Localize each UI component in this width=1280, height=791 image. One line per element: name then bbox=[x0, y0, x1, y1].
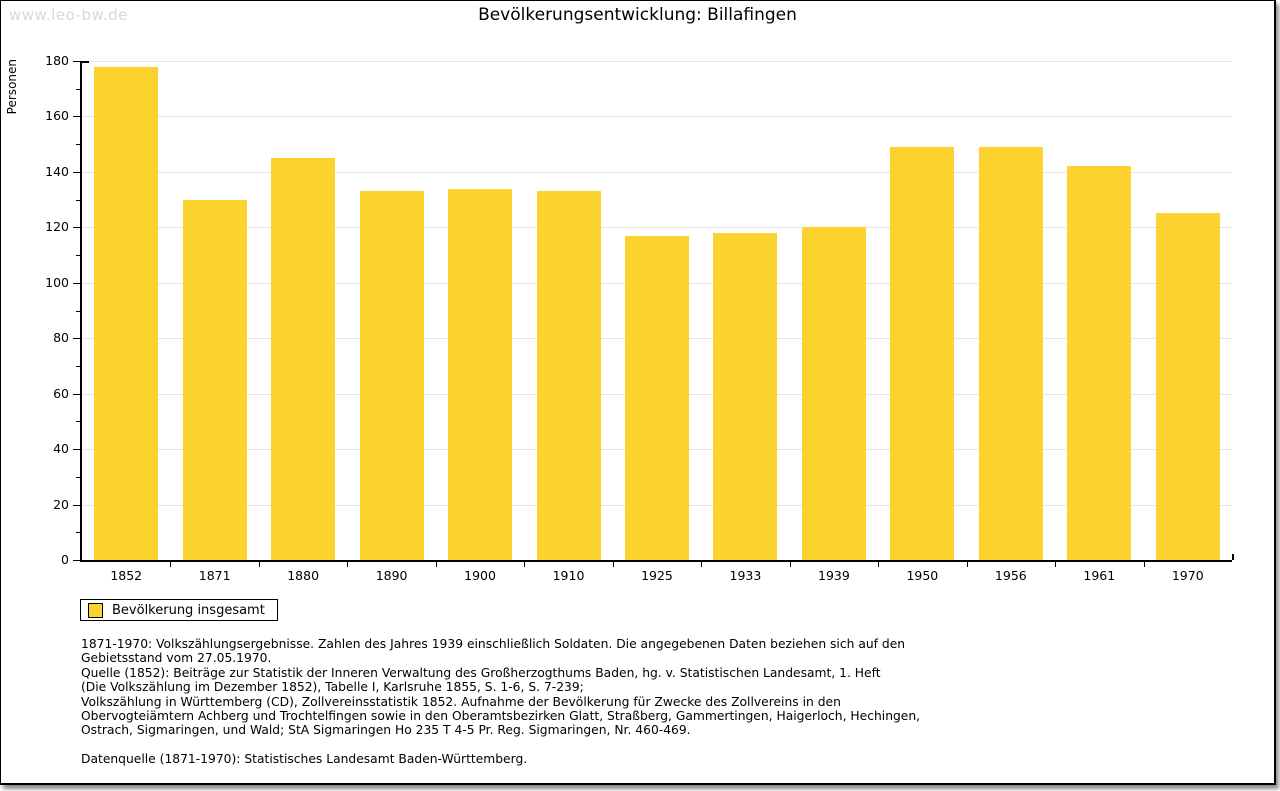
bar-1900 bbox=[448, 188, 513, 560]
data-source-line: Datenquelle (1871-1970): Statistisches L… bbox=[81, 752, 528, 767]
gridline-y-180 bbox=[82, 61, 1232, 62]
y-tick-label-140: 140 bbox=[45, 163, 69, 179]
y-tick-label-20: 20 bbox=[53, 496, 69, 512]
footnote-block: 1871-1970: Volkszählungsergebnisse. Zahl… bbox=[81, 637, 920, 767]
y-axis-line bbox=[80, 61, 82, 562]
y-tick-30 bbox=[76, 476, 80, 478]
x-tick-label-1852: 1852 bbox=[110, 568, 143, 583]
y-tick-120 bbox=[73, 227, 80, 229]
bar-1910 bbox=[536, 191, 601, 560]
x-tick-5 bbox=[524, 562, 526, 567]
x-tick-2 bbox=[258, 562, 260, 567]
legend-box: Bevölkerung insgesamt bbox=[80, 599, 278, 621]
x-axis-end-cap bbox=[1232, 554, 1234, 560]
x-tick-3 bbox=[347, 562, 349, 567]
bar-1925 bbox=[625, 235, 689, 560]
x-tick-label-1900: 1900 bbox=[464, 568, 496, 583]
x-tick-label-1871: 1871 bbox=[198, 568, 231, 583]
bar-1939 bbox=[801, 227, 866, 560]
y-tick-label-0: 0 bbox=[61, 552, 69, 567]
x-tick-1 bbox=[170, 562, 172, 567]
y-tick-label-80: 80 bbox=[53, 330, 69, 346]
bar-1933 bbox=[713, 232, 778, 560]
y-tick-110 bbox=[76, 255, 80, 257]
footnote-line-6: Obervogteiämtern Achberg und Trochtelfin… bbox=[81, 709, 921, 724]
x-tick-12 bbox=[1143, 562, 1145, 567]
y-axis-top-cap bbox=[82, 61, 89, 63]
y-tick-150 bbox=[76, 144, 80, 146]
bar-1871 bbox=[182, 199, 247, 560]
bar-1852 bbox=[94, 66, 159, 560]
footnote-line-4: (Die Volkszählung im Dezember 1852), Tab… bbox=[81, 680, 584, 695]
x-tick-4 bbox=[435, 562, 437, 567]
y-tick-90 bbox=[76, 310, 80, 312]
chart-title: Bevölkerungsentwicklung: Billafingen bbox=[478, 5, 797, 25]
footnote-line-2: Gebietsstand vom 27.05.1970. bbox=[81, 651, 272, 666]
x-tick-label-1925: 1925 bbox=[641, 568, 673, 583]
x-tick-label-1933: 1933 bbox=[729, 568, 762, 583]
x-tick-label-1890: 1890 bbox=[375, 568, 408, 583]
y-tick-70 bbox=[76, 365, 80, 367]
y-tick-80 bbox=[73, 338, 80, 340]
y-tick-label-160: 160 bbox=[45, 108, 69, 124]
y-tick-label-60: 60 bbox=[53, 385, 69, 401]
y-tick-0 bbox=[73, 560, 80, 561]
x-tick-label-1880: 1880 bbox=[287, 568, 320, 583]
gridline-y-160 bbox=[82, 116, 1232, 118]
x-tick-label-1961: 1961 bbox=[1083, 568, 1116, 583]
bar-1956 bbox=[978, 146, 1043, 560]
footnote-line-3: Quelle (1852): Beiträge zur Statistik de… bbox=[81, 665, 881, 680]
y-tick-10 bbox=[76, 532, 80, 534]
bar-1950 bbox=[890, 146, 955, 560]
y-tick-130 bbox=[76, 199, 80, 201]
x-tick-label-1939: 1939 bbox=[818, 568, 850, 583]
x-tick-label-1970: 1970 bbox=[1171, 568, 1204, 583]
footnote-line-1: 1871-1970: Volkszählungsergebnisse. Zahl… bbox=[81, 637, 906, 651]
y-tick-170 bbox=[76, 88, 80, 90]
bar-1890 bbox=[359, 191, 424, 560]
x-tick-label-1910: 1910 bbox=[552, 568, 585, 583]
legend-color-swatch bbox=[88, 602, 103, 618]
x-tick-9 bbox=[878, 562, 880, 567]
y-tick-60 bbox=[73, 393, 80, 395]
y-tick-20 bbox=[73, 504, 80, 506]
y-tick-140 bbox=[73, 171, 80, 173]
x-tick-11 bbox=[1055, 562, 1057, 567]
x-axis-line bbox=[80, 560, 1232, 562]
y-tick-100 bbox=[73, 282, 80, 284]
bar-1961 bbox=[1067, 166, 1132, 560]
x-tick-7 bbox=[701, 562, 703, 567]
x-tick-6 bbox=[612, 562, 614, 567]
y-tick-180 bbox=[73, 61, 80, 62]
x-tick-label-1950: 1950 bbox=[906, 568, 939, 583]
watermark-url: www.leo-bw.de bbox=[9, 6, 128, 24]
y-tick-label-120: 120 bbox=[45, 219, 69, 235]
bar-chart-plot-area: 0 20 40 60 80 100 120 140 160 180 1852 1871 1880 1890… bbox=[1, 1, 1280, 601]
y-tick-label-180: 180 bbox=[45, 53, 69, 68]
x-tick-label-1956: 1956 bbox=[994, 568, 1027, 583]
y-tick-40 bbox=[73, 449, 80, 451]
y-tick-160 bbox=[73, 116, 80, 118]
bar-1880 bbox=[271, 158, 336, 560]
legend-label: Bevölkerung insgesamt bbox=[112, 602, 265, 618]
y-tick-50 bbox=[76, 421, 80, 423]
x-tick-10 bbox=[966, 562, 968, 567]
gridline-y-120 bbox=[82, 227, 1232, 229]
footnote-line-5: Volkszählung in Württemberg (CD), Zollve… bbox=[81, 694, 841, 709]
footnote-lines: 1871-1970: Volkszählungsergebnisse. Zahl… bbox=[81, 637, 920, 738]
x-tick-8 bbox=[789, 562, 791, 567]
y-tick-label-100: 100 bbox=[45, 274, 69, 290]
bar-1970 bbox=[1155, 213, 1220, 560]
footnote-line-7: Ostrach, Sigmaringen, und Wald; StA Sigm… bbox=[81, 723, 691, 738]
gridline-y-140 bbox=[82, 171, 1232, 173]
y-tick-label-40: 40 bbox=[53, 441, 69, 457]
